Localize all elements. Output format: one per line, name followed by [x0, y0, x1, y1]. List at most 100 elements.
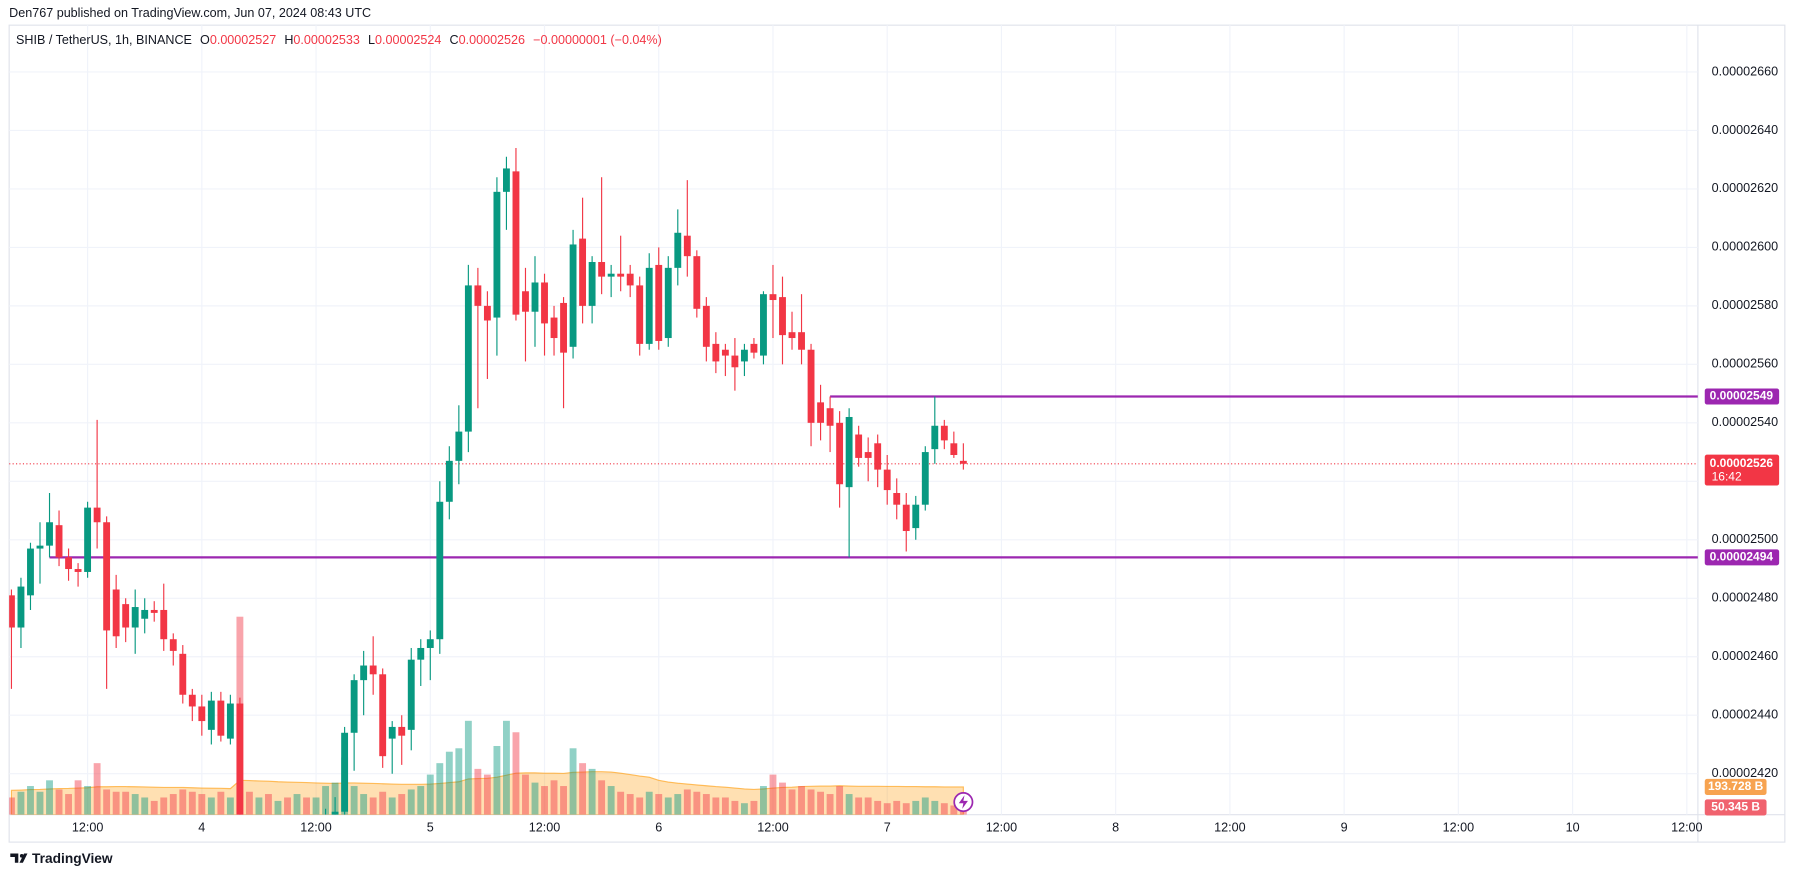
brand-logo-dot[interactable]	[19, 854, 24, 858]
brand-name[interactable]: TradingView	[32, 851, 113, 866]
volume-bar	[274, 800, 282, 815]
candle-body	[779, 297, 786, 336]
volume-bar	[531, 782, 539, 815]
volume-bar	[46, 780, 53, 815]
brand[interactable]: TradingView	[10, 851, 113, 866]
volume-bar	[940, 803, 948, 815]
volume-bar	[512, 732, 520, 815]
volume-bar	[750, 800, 758, 815]
candle-body	[579, 238, 587, 306]
volume-bar	[360, 794, 368, 815]
candle-body	[588, 262, 596, 306]
candle-body	[436, 501, 444, 640]
volume-bar	[131, 794, 139, 815]
volume-bar	[160, 797, 168, 815]
candle-body	[788, 332, 796, 339]
x-tick-label: 12:00	[757, 821, 788, 835]
volume-bar	[712, 797, 720, 815]
x-tick-label: 12:00	[72, 821, 103, 835]
volume-bar	[122, 791, 130, 815]
countdown-label: 16:42	[1712, 470, 1742, 484]
candle-body	[940, 425, 948, 441]
volume-bar	[398, 794, 406, 815]
level-tag-label: 0.00002549	[1710, 389, 1774, 403]
volume-bar	[579, 763, 587, 815]
candle-body	[474, 285, 482, 306]
candle-body	[693, 256, 701, 309]
candle-body	[9, 595, 15, 628]
price-tag-label: 0.00002526	[1710, 456, 1774, 470]
candle-body	[512, 171, 520, 315]
volume-bar	[807, 789, 815, 815]
candle-body	[560, 302, 567, 353]
volume-bar	[874, 800, 882, 815]
volume-bar	[541, 786, 548, 815]
volume-bar	[760, 786, 767, 815]
candle-body	[712, 343, 720, 362]
volume-ma-area	[10, 771, 964, 815]
alert-icon[interactable]	[953, 792, 974, 813]
volume-bar	[27, 786, 34, 815]
volume-bar	[845, 794, 853, 815]
y-tick-label: 0.00002640	[1712, 123, 1778, 137]
volume-bar	[198, 794, 206, 815]
volume-bar	[636, 797, 644, 815]
candle-body	[236, 703, 244, 815]
volume-bar	[455, 748, 463, 815]
volume-bar	[855, 797, 863, 815]
volume-bar	[503, 720, 510, 815]
candle-body	[893, 493, 901, 505]
candle-body	[369, 665, 377, 675]
candle-body	[455, 431, 463, 461]
x-tick-label: 6	[655, 821, 662, 835]
volume-bar	[912, 800, 920, 815]
volume-bar	[550, 780, 558, 815]
volume-bar	[293, 794, 301, 815]
candle-body	[598, 262, 606, 277]
alert-bolt[interactable]	[958, 795, 968, 809]
volume-bar	[626, 794, 634, 815]
candle-body	[921, 452, 929, 505]
open-value: 0.00002527	[210, 34, 276, 48]
candle-body	[445, 460, 453, 502]
volume-bar	[303, 797, 310, 815]
volume-bar	[702, 794, 710, 815]
volume-bar	[217, 791, 225, 815]
candle-body	[636, 285, 644, 344]
volume-bar	[598, 780, 606, 815]
candle-body	[464, 285, 472, 432]
candle-body	[493, 191, 501, 318]
y-tick-label: 0.00002500	[1712, 532, 1778, 546]
change-value: −0.00000001 (−0.04%)	[533, 34, 662, 48]
volume-bar	[921, 797, 929, 815]
axes: 0.00002420 0.00002440 0.00002460 0.00002480…	[72, 64, 1780, 835]
volume-bar	[169, 794, 177, 815]
open-label: O	[200, 34, 210, 48]
candle-body	[683, 235, 691, 257]
chart-frame	[8, 24, 1786, 843]
candle-body	[769, 294, 777, 301]
volume-bar	[664, 797, 672, 815]
candle-body	[550, 317, 558, 339]
candle-body	[84, 507, 92, 572]
level-tag	[1704, 549, 1780, 566]
volume-bar	[693, 791, 701, 815]
x-tick-label: 8	[1112, 821, 1119, 835]
y-tick-label: 0.00002560	[1712, 357, 1778, 371]
candle-body	[522, 291, 529, 312]
low-label: L	[368, 34, 375, 48]
close-label: C	[450, 34, 459, 48]
volume-bar	[817, 791, 825, 815]
candle-body	[503, 168, 510, 192]
candle-body	[36, 545, 44, 549]
candle-body	[826, 408, 834, 426]
candle-body	[883, 469, 891, 491]
candle-body	[169, 639, 177, 651]
volume-bar	[245, 791, 253, 815]
volume-bar	[740, 803, 748, 815]
symbol-legend: SHIB / TetherUS, 1h, BINANCE O0.00002527…	[16, 34, 662, 48]
volume-bar	[36, 791, 44, 815]
grid	[9, 25, 1698, 815]
candle-body	[341, 732, 349, 812]
